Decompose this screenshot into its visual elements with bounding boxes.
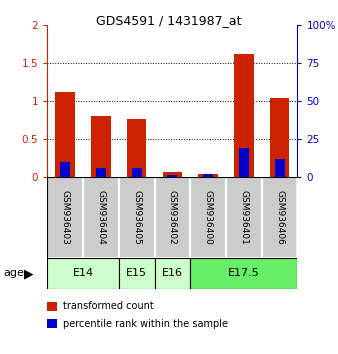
Text: E15: E15 [126, 268, 147, 279]
Text: GSM936402: GSM936402 [168, 190, 177, 245]
Bar [119, 258, 154, 289]
Text: GSM936401: GSM936401 [239, 190, 248, 245]
Text: transformed count: transformed count [63, 301, 153, 311]
Bar [47, 177, 83, 258]
Text: percentile rank within the sample: percentile rank within the sample [63, 319, 227, 329]
Text: GSM936400: GSM936400 [203, 190, 213, 245]
Text: E16: E16 [162, 268, 183, 279]
Text: GDS4591 / 1431987_at: GDS4591 / 1431987_at [96, 14, 242, 27]
Bar [163, 172, 182, 177]
Text: E17.5: E17.5 [228, 268, 260, 279]
Bar [127, 119, 146, 177]
Text: GSM936404: GSM936404 [96, 190, 105, 245]
Bar [96, 168, 106, 177]
Bar [239, 148, 249, 177]
Bar [274, 159, 285, 177]
Bar [262, 177, 297, 258]
Bar [47, 258, 119, 289]
Text: GSM936406: GSM936406 [275, 190, 284, 245]
Bar [119, 177, 154, 258]
Bar [83, 177, 119, 258]
Bar [270, 98, 289, 177]
Bar [167, 176, 177, 177]
Bar [203, 174, 213, 177]
Bar [131, 168, 142, 177]
Text: E14: E14 [72, 268, 94, 279]
Bar [234, 54, 254, 177]
Text: age: age [3, 268, 24, 279]
Bar [226, 177, 262, 258]
Bar [91, 116, 111, 177]
Text: ▶: ▶ [24, 267, 33, 280]
Bar [154, 258, 190, 289]
Bar [190, 177, 226, 258]
Bar [154, 177, 190, 258]
Bar [55, 92, 75, 177]
Text: GSM936403: GSM936403 [61, 190, 70, 245]
Bar [198, 174, 218, 177]
Bar [60, 162, 70, 177]
Bar [190, 258, 297, 289]
Text: GSM936405: GSM936405 [132, 190, 141, 245]
